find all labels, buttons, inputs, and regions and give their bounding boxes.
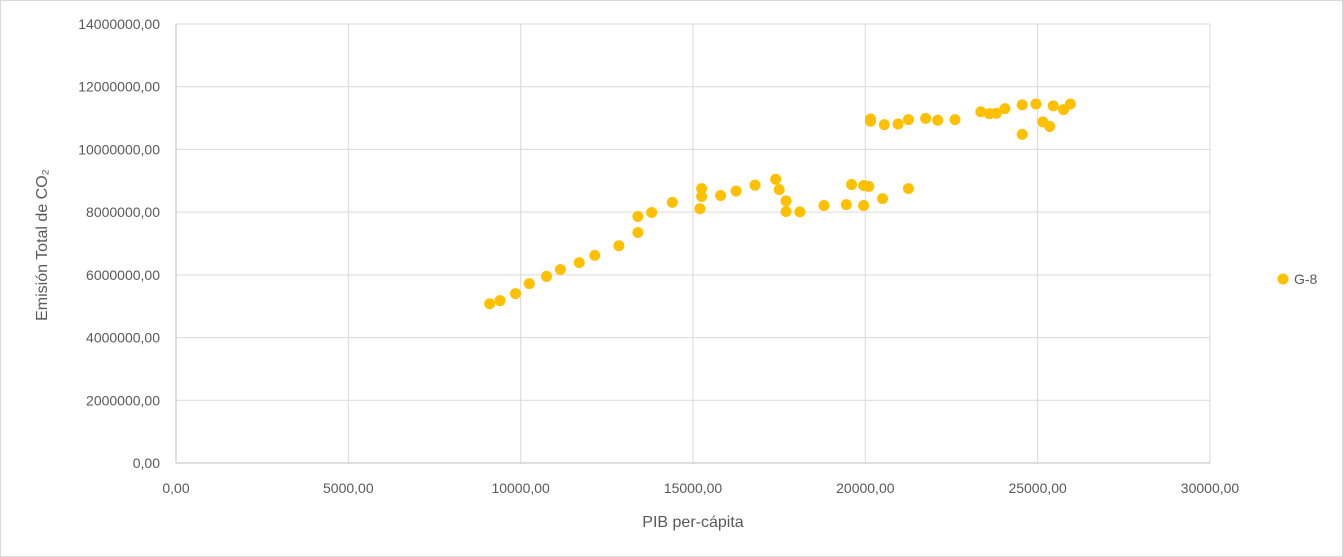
y-tick-label: 8000000,00 [86, 204, 160, 220]
data-point [865, 115, 877, 127]
legend: G-8 [1277, 271, 1318, 287]
data-point [999, 103, 1011, 115]
y-tick-label: 10000000,00 [78, 141, 160, 157]
gridlines [176, 23, 1211, 463]
data-point [840, 199, 852, 211]
data-point [589, 249, 601, 261]
data-point [694, 203, 706, 215]
data-point [509, 288, 521, 300]
x-tick-labels: 0,00 5000,00 10000,00 15000,00 20000,00 25000… [162, 480, 1239, 496]
data-point [932, 114, 944, 126]
data-point [863, 180, 875, 192]
data-point [1047, 100, 1059, 112]
data-point [1016, 99, 1028, 111]
data-point [749, 179, 761, 191]
data-point [780, 206, 792, 218]
x-tick-label: 15000,00 [664, 480, 723, 496]
data-point [877, 193, 889, 205]
data-point [858, 200, 870, 212]
x-tick-label: 10000,00 [491, 480, 550, 496]
y-tick-label: 12000000,00 [78, 79, 160, 95]
data-point [494, 295, 506, 307]
y-tick-labels: 0,00 2000000,00 4000000,00 6000000,00 800000… [78, 16, 160, 471]
x-tick-label: 0,00 [162, 480, 189, 496]
data-point [554, 264, 566, 276]
data-point [646, 206, 658, 218]
data-point [1044, 121, 1056, 133]
data-point [484, 298, 496, 310]
data-point [1030, 98, 1042, 110]
data-point [1016, 128, 1028, 140]
data-point [770, 173, 782, 185]
axes [175, 24, 1210, 464]
data-point [573, 257, 585, 269]
data-point [780, 195, 792, 207]
data-point [773, 184, 785, 196]
data-point [892, 118, 904, 130]
y-tick-label: 6000000,00 [86, 267, 160, 283]
x-tick-label: 30000,00 [1181, 480, 1240, 496]
data-point [949, 114, 961, 126]
data-point [523, 278, 535, 290]
y-tick-label: 4000000,00 [86, 330, 160, 346]
x-tick-label: 5000,00 [323, 480, 374, 496]
data-point [715, 190, 727, 202]
data-points [484, 98, 1076, 310]
y-axis-title: Emisión Total de CO₂ [34, 169, 51, 321]
data-point [1064, 98, 1076, 110]
data-point [878, 119, 890, 131]
data-point [666, 196, 678, 208]
data-point [920, 112, 932, 124]
data-point [541, 270, 553, 282]
data-point [632, 227, 644, 239]
x-tick-label: 25000,00 [1008, 480, 1067, 496]
data-point [846, 179, 858, 191]
y-tick-label: 0,00 [133, 455, 160, 471]
x-axis-title: PIB per-cápita [642, 514, 743, 531]
data-point [975, 106, 987, 118]
data-point [730, 185, 742, 197]
data-point [990, 107, 1002, 119]
data-point [696, 190, 708, 202]
data-point [902, 114, 914, 126]
data-point [696, 183, 708, 195]
legend-label: G-8 [1294, 271, 1318, 287]
x-tick-label: 20000,00 [836, 480, 895, 496]
legend-marker [1277, 273, 1289, 285]
y-tick-label: 2000000,00 [86, 392, 160, 408]
data-point [613, 240, 625, 252]
data-point [902, 183, 914, 195]
y-tick-label: 14000000,00 [78, 16, 160, 32]
data-point [632, 211, 644, 223]
data-point [794, 206, 806, 218]
data-point [818, 200, 830, 212]
